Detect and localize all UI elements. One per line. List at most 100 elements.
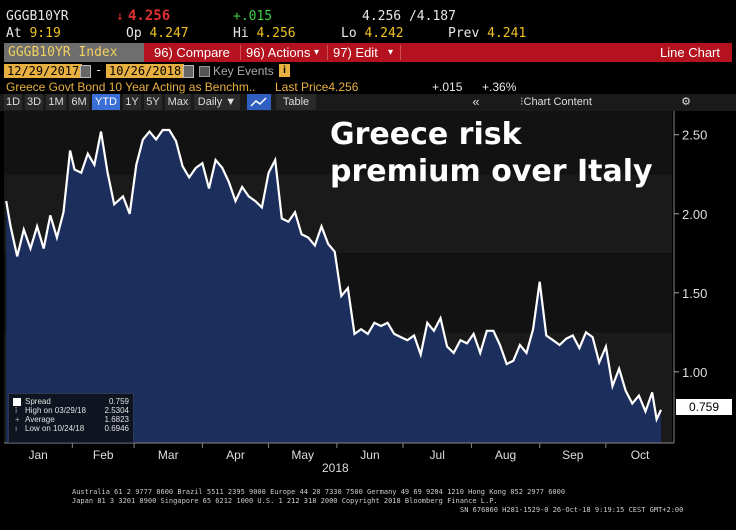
range-button-3d[interactable]: 3D: [25, 94, 43, 110]
actions-dropdown-icon[interactable]: ▾: [314, 47, 320, 58]
chart-content-dots-icon: ⁝: [520, 96, 524, 108]
footer-contacts-2: Japan 81 3 3201 8900 Singapore 65 6212 1…: [72, 497, 498, 505]
edit-button[interactable]: 97) Edit: [333, 45, 378, 60]
menu-bar: GGGB10YR Index 96) Compare 96) Actions ▾…: [4, 43, 732, 62]
y-axis: 2.50 2.00 1.50 1.00: [673, 111, 707, 443]
collapse-icon[interactable]: «: [472, 94, 480, 109]
at-stat: At 9:19: [6, 26, 61, 41]
last-price: 4.256: [128, 8, 171, 24]
legend-high-label: High on 03/29/18: [25, 406, 86, 415]
x-axis-year-label: 2018: [322, 461, 349, 475]
x-axis: Jan Feb Mar Apr May Jun Jul Aug Sep Oct: [4, 442, 674, 462]
security-change: +.015: [432, 80, 463, 94]
high-marker-icon: ī: [15, 406, 18, 415]
start-date-field[interactable]: 12/29/2017: [4, 64, 83, 78]
legend-high-value: 2.5304: [104, 406, 129, 415]
end-date-field[interactable]: 10/26/2018: [106, 64, 185, 78]
range-button-1y[interactable]: 1Y: [123, 94, 141, 110]
low-value: 4.242: [364, 26, 404, 41]
x-tick-label: Apr: [226, 448, 245, 462]
spread-area: [6, 130, 661, 443]
legend-low-value: 0.6946: [104, 424, 129, 433]
security-description: Greece Govt Bond 10 Year Acting as Bench…: [6, 80, 256, 94]
chart-title-line-1: Greece risk: [330, 117, 522, 152]
prev-stat: Prev 4.241: [448, 26, 526, 41]
bid-ask: 4.256 /4.187: [362, 9, 456, 24]
high-value: 4.256: [256, 26, 296, 41]
last-price-label: Last Price: [275, 80, 329, 94]
average-marker-icon: +: [15, 415, 20, 424]
range-button-max[interactable]: Max: [165, 94, 191, 110]
info-icon[interactable]: i: [279, 64, 290, 77]
x-tick-label: Feb: [93, 448, 114, 462]
range-button-1m[interactable]: 1M: [46, 94, 66, 110]
table-button[interactable]: Table: [276, 94, 316, 110]
low-label: Lo: [341, 26, 357, 41]
actions-button[interactable]: 96) Actions: [246, 45, 311, 60]
low-marker-icon: ı: [15, 424, 18, 433]
menu-divider: [327, 45, 328, 60]
last-value-tag: 0.759: [676, 399, 732, 415]
range-button-5y[interactable]: 5Y: [144, 94, 162, 110]
open-stat: Op 4.247: [126, 26, 189, 41]
x-tick-label: Jan: [28, 448, 47, 462]
frequency-dropdown[interactable]: Daily ▼: [194, 94, 240, 110]
y-tick-label: 1.50: [682, 286, 707, 301]
chart-content-label: Chart Content: [523, 96, 592, 108]
legend-spread-value: 0.759: [108, 397, 129, 406]
prev-value: 4.241: [487, 26, 527, 41]
spread-legend-swatch: [13, 398, 21, 406]
at-label: At: [6, 26, 22, 41]
legend-avg-label: Average: [25, 415, 55, 424]
x-tick-label: Aug: [495, 448, 516, 462]
at-time: 9:19: [29, 26, 61, 41]
calendar-icon[interactable]: [80, 65, 91, 78]
range-button-ytd[interactable]: YTD: [92, 94, 120, 110]
last-price-value: 4.256: [328, 80, 359, 94]
high-label: Hi: [233, 26, 249, 41]
y-tick-label: 2.50: [682, 128, 707, 143]
x-tick-label: Jun: [360, 448, 379, 462]
key-events-checkbox[interactable]: [199, 66, 210, 77]
range-button-6m[interactable]: 6M: [69, 94, 89, 110]
x-tick-label: May: [291, 448, 314, 462]
line-chart-icon[interactable]: [247, 94, 271, 110]
ticker-symbol: GGGB10YR: [6, 9, 69, 24]
low-stat: Lo 4.242: [341, 26, 404, 41]
x-tick-label: Sep: [562, 448, 584, 462]
chart-legend: Spread 0.759 ī High on 03/29/18 2.5304 +…: [8, 393, 134, 443]
security-change-pct: +.36%: [482, 80, 517, 94]
gear-icon[interactable]: ⚙: [681, 96, 691, 108]
footer-contacts-1: Australia 61 2 9777 8600 Brazil 5511 239…: [72, 488, 566, 496]
chart-content-button[interactable]: ⁝Chart Content: [520, 94, 640, 110]
key-events-label: Key Events: [213, 64, 274, 78]
legend-low-label: Low on 10/24/18: [25, 424, 85, 433]
calendar-icon[interactable]: [183, 65, 194, 78]
legend-spread-label: Spread: [25, 397, 51, 406]
chart-title-line-2: premium over Italy: [330, 154, 653, 189]
down-arrow-icon: ↓: [116, 9, 124, 24]
open-value: 4.247: [149, 26, 189, 41]
x-tick-label: Oct: [631, 448, 650, 462]
x-tick-label: Mar: [158, 448, 179, 462]
chart-type-label[interactable]: Line Chart: [660, 45, 720, 60]
menu-divider: [400, 45, 401, 60]
range-button-1d[interactable]: 1D: [4, 94, 22, 110]
net-change: +.015: [233, 9, 273, 24]
compare-button[interactable]: 96) Compare: [154, 45, 230, 60]
index-field[interactable]: GGGB10YR Index: [4, 43, 144, 62]
y-tick-label: 2.00: [682, 207, 707, 222]
edit-dropdown-icon[interactable]: ▾: [388, 47, 394, 58]
menu-divider: [240, 45, 241, 60]
x-tick-label: Jul: [430, 448, 445, 462]
chart-toolbar: 1D 3D 1M 6M YTD 1Y 5Y Max Daily ▼ Table …: [0, 94, 736, 111]
prev-label: Prev: [448, 26, 480, 41]
y-tick-label: 1.00: [682, 365, 707, 380]
last-price-legend: Last Price4.256: [275, 80, 358, 94]
high-stat: Hi 4.256: [233, 26, 296, 41]
open-label: Op: [126, 26, 142, 41]
footer-session: SN 676860 H281-1529-0 26-Oct-18 9:19:15 …: [460, 506, 684, 514]
spread-series-line: [5, 128, 662, 424]
legend-avg-value: 1.6823: [104, 415, 129, 424]
chart-band: [4, 111, 672, 175]
